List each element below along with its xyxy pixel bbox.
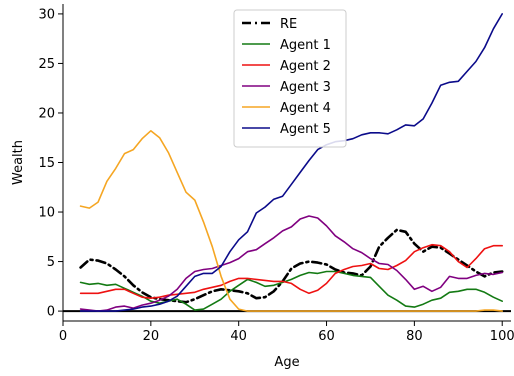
- x-tick-label: 80: [406, 329, 423, 344]
- series-line-agent-4: [79, 130, 503, 312]
- y-axis-label: Wealth: [11, 140, 26, 185]
- series-line-re: [79, 228, 504, 304]
- legend-label: Agent 2: [280, 59, 331, 74]
- x-tick-label: 20: [143, 329, 160, 344]
- x-tick-label: 100: [490, 329, 514, 344]
- series-line-agent-3: [79, 215, 503, 312]
- x-axis-label: Age: [274, 355, 299, 370]
- series-line-agent-2: [79, 243, 503, 299]
- legend: RE Agent 1 Agent 2 Agent 3 Agent 4 Agent 5: [233, 9, 347, 148]
- x-tick-label: 60: [318, 329, 335, 344]
- legend-label: Agent 4: [280, 101, 331, 116]
- x-tick-label: 40: [230, 329, 247, 344]
- series-line-agent-5: [79, 13, 503, 312]
- legend-label: Agent 3: [280, 80, 331, 95]
- y-tick-label: 20: [38, 106, 55, 121]
- y-tick-label: 10: [38, 206, 55, 221]
- legend-label: Agent 5: [280, 122, 331, 137]
- y-tick-label: 25: [38, 57, 55, 72]
- legend-label: RE: [280, 17, 297, 32]
- plot-area: [63, 13, 511, 313]
- axes: 0 20 40 60 80 100 0 5 10 15 20 25 30: [38, 4, 514, 344]
- y-tick-label: 0: [47, 305, 55, 320]
- y-tick-label: 5: [47, 255, 55, 270]
- y-tick-label: 15: [38, 156, 55, 171]
- y-tick-label: 30: [38, 7, 55, 22]
- legend-label: Agent 1: [280, 38, 331, 53]
- x-tick-label: 0: [59, 329, 67, 344]
- series-line-agent-1: [79, 270, 503, 311]
